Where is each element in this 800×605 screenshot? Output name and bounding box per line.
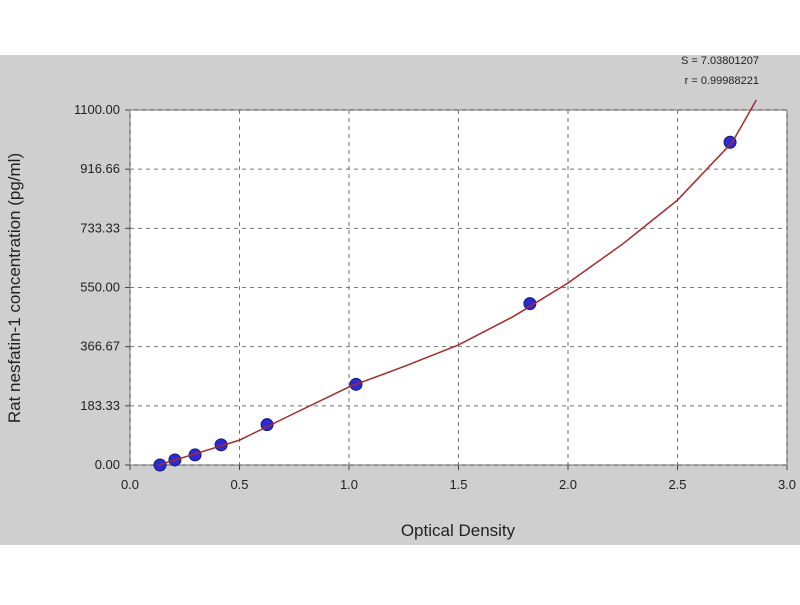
x-axis-label: Optical Density bbox=[401, 521, 516, 540]
y-tick-label: 916.66 bbox=[80, 161, 120, 176]
fit-curve bbox=[158, 99, 757, 466]
data-point bbox=[723, 135, 737, 149]
y-tick-label: 0.00 bbox=[95, 457, 120, 472]
y-tick-label: 1100.00 bbox=[74, 102, 120, 117]
x-tick-label: 1.0 bbox=[340, 477, 358, 492]
y-tick-label: 733.33 bbox=[80, 220, 120, 235]
data-point bbox=[188, 448, 202, 462]
data-point bbox=[214, 438, 228, 452]
data-point bbox=[523, 297, 537, 311]
annotation: S = 7.03801207 bbox=[681, 55, 759, 67]
x-tick-label: 3.0 bbox=[778, 477, 796, 492]
x-tick-label: 1.5 bbox=[449, 477, 467, 492]
x-tick-label: 0.5 bbox=[230, 477, 248, 492]
y-axis-label: Rat nesfatin-1 concentration (pg/ml) bbox=[5, 153, 24, 423]
x-tick-label: 2.5 bbox=[668, 477, 686, 492]
y-tick-label: 366.67 bbox=[80, 339, 120, 354]
x-tick-label: 0.0 bbox=[121, 477, 139, 492]
annotation: r = 0.99988221 bbox=[685, 75, 759, 87]
y-tick-label: 183.33 bbox=[80, 398, 120, 413]
x-tick-label: 2.0 bbox=[559, 477, 577, 492]
y-tick-label: 550.00 bbox=[80, 280, 120, 295]
